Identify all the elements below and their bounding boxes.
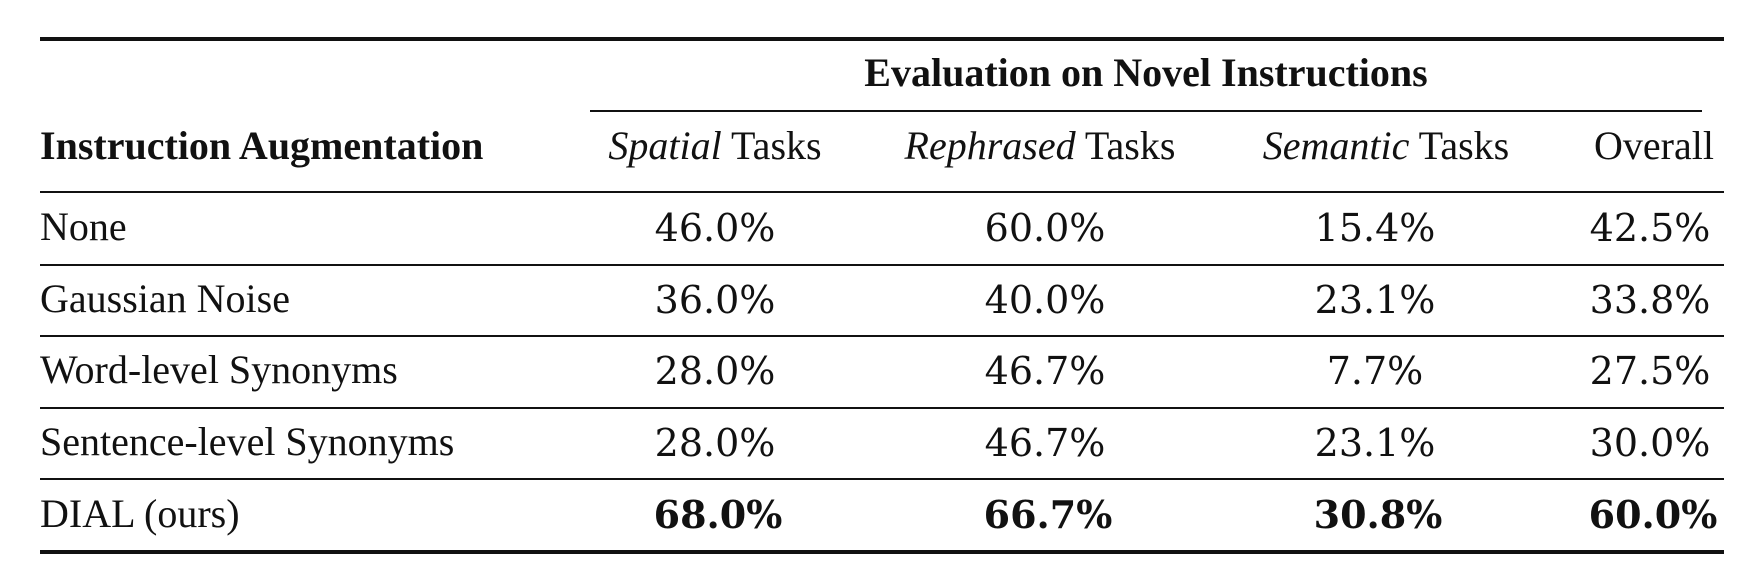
table-cell: 7.7% [1326,349,1424,393]
table-cell: 15.4% [1314,206,1436,250]
table-cell: 23.1% [1314,278,1436,322]
table-cell: 46.7% [984,421,1106,465]
table-cell: 36.0% [654,278,776,322]
row-rule-3 [40,407,1724,409]
row-rule-4 [40,478,1724,480]
table-cell: 40.0% [984,278,1106,322]
table-cell: 60.0% [984,206,1106,250]
column-header-spatial: Spatial Tasks [608,122,821,170]
column-header-overall: Overall [1594,122,1714,170]
table-cell: 46.7% [984,349,1106,393]
row-label: None [40,204,127,249]
row-rule-1 [40,264,1724,266]
table-cell: 30.0% [1589,421,1711,465]
table-cell: 28.0% [654,421,776,465]
column-header-emph: Spatial [608,123,722,168]
table-cell-best: 30.8% [1313,492,1443,537]
column-header-emph: Semantic [1262,123,1410,168]
column-header-rest: Tasks [721,123,822,168]
top-rule [40,37,1724,41]
header-rule [40,191,1724,193]
row-label: Sentence-level Synonyms [40,419,455,464]
row-label: Word-level Synonyms [40,347,398,392]
row-header: Instruction Augmentation [40,123,484,168]
column-header-rephrased: Rephrased Tasks [905,122,1176,170]
row-rule-2 [40,335,1724,337]
table-cell-best: 66.7% [983,492,1113,537]
group-header-rule [590,110,1702,112]
table-cell: 27.5% [1589,349,1711,393]
table-cell: 33.8% [1589,278,1711,322]
table-cell: 42.5% [1589,206,1711,250]
table-cell: 28.0% [654,349,776,393]
column-header-rest: Tasks [1409,123,1510,168]
column-header-rest: Tasks [1075,123,1176,168]
table-cell-best: 60.0% [1588,492,1718,537]
group-header: Evaluation on Novel Instructions [864,50,1428,95]
column-header-rest: Overall [1594,123,1714,168]
table-cell: 23.1% [1314,421,1436,465]
column-header-emph: Rephrased [904,123,1076,168]
row-label: DIAL (ours) [40,491,240,536]
table-cell-best: 68.0% [653,492,783,537]
table-cell: 46.0% [654,206,776,250]
bottom-rule [40,550,1724,554]
column-header-semantic: Semantic Tasks [1263,122,1509,170]
row-label: Gaussian Noise [40,276,290,321]
